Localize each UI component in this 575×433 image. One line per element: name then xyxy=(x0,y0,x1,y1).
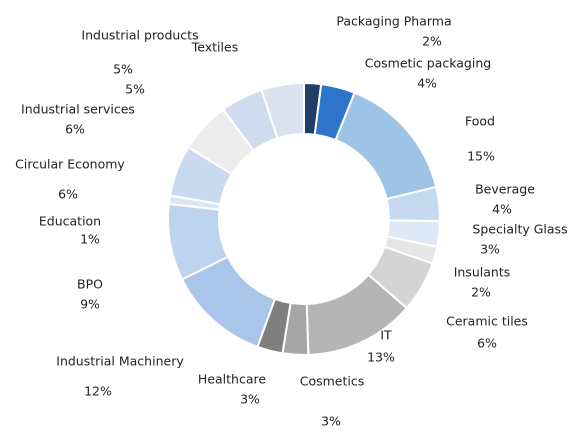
slice-label: Industrial services xyxy=(21,102,135,117)
value-label: 5% xyxy=(125,82,145,97)
value-label: 9% xyxy=(80,297,100,312)
slice-label: Specialty Glass xyxy=(472,222,567,237)
value-label: 3% xyxy=(321,414,341,429)
value-label: 5% xyxy=(113,62,133,77)
slice-label: Packaging Pharma xyxy=(336,14,451,29)
slice-label: Beverage xyxy=(475,182,535,197)
value-label: 12% xyxy=(84,384,112,399)
slice-label: Ceramic tiles xyxy=(446,314,528,329)
value-label: 6% xyxy=(58,187,78,202)
value-label: 3% xyxy=(240,392,260,407)
slice-label: Food xyxy=(465,114,495,129)
value-label: 6% xyxy=(477,336,497,351)
value-label: 1% xyxy=(80,232,100,247)
slice-label: Circular Economy xyxy=(15,157,125,172)
value-label: 15% xyxy=(467,149,495,164)
slice-label: Healthcare xyxy=(198,372,266,387)
slice-label: Textiles xyxy=(191,40,238,55)
value-label: 2% xyxy=(471,285,491,300)
slice-label: Education xyxy=(39,214,101,229)
value-label: 13% xyxy=(367,350,395,365)
slice-label: Cosmetic packaging xyxy=(365,56,491,71)
slice-label: Insulants xyxy=(454,265,511,280)
slice-label: IT xyxy=(380,328,392,343)
donut-slice xyxy=(334,91,438,201)
value-label: 4% xyxy=(492,202,512,217)
value-label: 3% xyxy=(480,242,500,257)
donut-slice xyxy=(260,81,305,140)
slice-label: BPO xyxy=(77,277,103,292)
value-label: 4% xyxy=(417,76,437,91)
slice-label: Industrial products xyxy=(81,28,198,43)
slice-label: Industrial Machinery xyxy=(56,354,184,369)
value-label: 6% xyxy=(65,122,85,137)
slice-label: Cosmetics xyxy=(300,374,365,389)
value-label: 2% xyxy=(422,34,442,49)
